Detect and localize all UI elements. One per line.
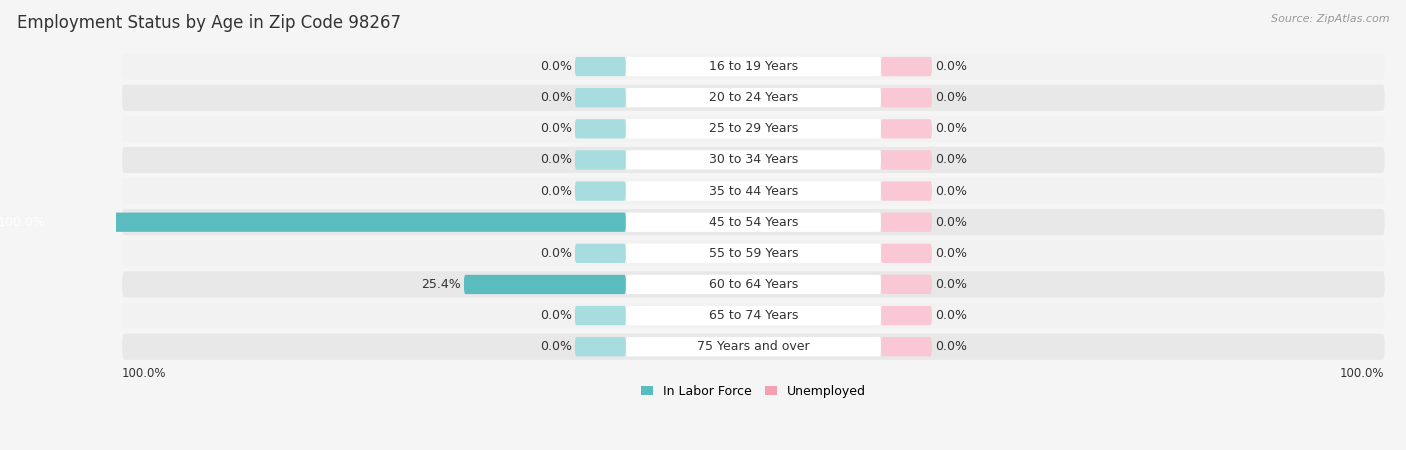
FancyBboxPatch shape: [626, 150, 882, 170]
FancyBboxPatch shape: [882, 57, 932, 76]
FancyBboxPatch shape: [575, 119, 626, 139]
Text: 100.0%: 100.0%: [122, 367, 167, 380]
Text: 0.0%: 0.0%: [935, 340, 967, 353]
Text: 0.0%: 0.0%: [540, 184, 572, 198]
FancyBboxPatch shape: [575, 306, 626, 325]
Text: 0.0%: 0.0%: [935, 216, 967, 229]
FancyBboxPatch shape: [626, 275, 882, 294]
FancyBboxPatch shape: [0, 212, 626, 232]
FancyBboxPatch shape: [575, 337, 626, 356]
Text: 75 Years and over: 75 Years and over: [697, 340, 810, 353]
FancyBboxPatch shape: [882, 150, 932, 170]
Text: 25.4%: 25.4%: [420, 278, 461, 291]
Text: 0.0%: 0.0%: [540, 309, 572, 322]
Text: 0.0%: 0.0%: [540, 153, 572, 166]
Text: 20 to 24 Years: 20 to 24 Years: [709, 91, 799, 104]
FancyBboxPatch shape: [626, 212, 882, 232]
FancyBboxPatch shape: [122, 209, 1385, 235]
Text: 100.0%: 100.0%: [0, 216, 46, 229]
Text: 0.0%: 0.0%: [935, 91, 967, 104]
FancyBboxPatch shape: [575, 181, 626, 201]
Text: 100.0%: 100.0%: [1340, 367, 1385, 380]
FancyBboxPatch shape: [882, 275, 932, 294]
FancyBboxPatch shape: [882, 306, 932, 325]
FancyBboxPatch shape: [626, 88, 882, 108]
Text: Source: ZipAtlas.com: Source: ZipAtlas.com: [1271, 14, 1389, 23]
Text: 0.0%: 0.0%: [540, 122, 572, 135]
Text: 0.0%: 0.0%: [935, 309, 967, 322]
FancyBboxPatch shape: [575, 57, 626, 76]
Text: 30 to 34 Years: 30 to 34 Years: [709, 153, 799, 166]
Text: 0.0%: 0.0%: [935, 278, 967, 291]
FancyBboxPatch shape: [626, 337, 882, 356]
FancyBboxPatch shape: [626, 181, 882, 201]
FancyBboxPatch shape: [626, 119, 882, 139]
Text: 0.0%: 0.0%: [935, 153, 967, 166]
Text: 0.0%: 0.0%: [935, 184, 967, 198]
FancyBboxPatch shape: [122, 85, 1385, 111]
Text: 16 to 19 Years: 16 to 19 Years: [709, 60, 799, 73]
FancyBboxPatch shape: [122, 271, 1385, 297]
Text: 25 to 29 Years: 25 to 29 Years: [709, 122, 799, 135]
Text: 35 to 44 Years: 35 to 44 Years: [709, 184, 799, 198]
FancyBboxPatch shape: [575, 150, 626, 170]
Text: 60 to 64 Years: 60 to 64 Years: [709, 278, 799, 291]
FancyBboxPatch shape: [122, 333, 1385, 360]
FancyBboxPatch shape: [882, 337, 932, 356]
FancyBboxPatch shape: [882, 181, 932, 201]
FancyBboxPatch shape: [882, 212, 932, 232]
FancyBboxPatch shape: [626, 306, 882, 325]
FancyBboxPatch shape: [575, 88, 626, 108]
Text: Employment Status by Age in Zip Code 98267: Employment Status by Age in Zip Code 982…: [17, 14, 401, 32]
Text: 0.0%: 0.0%: [935, 247, 967, 260]
Text: 0.0%: 0.0%: [540, 91, 572, 104]
FancyBboxPatch shape: [122, 302, 1385, 328]
Text: 0.0%: 0.0%: [935, 122, 967, 135]
FancyBboxPatch shape: [122, 178, 1385, 204]
Text: 0.0%: 0.0%: [935, 60, 967, 73]
FancyBboxPatch shape: [122, 240, 1385, 266]
FancyBboxPatch shape: [882, 244, 932, 263]
Text: 45 to 54 Years: 45 to 54 Years: [709, 216, 799, 229]
FancyBboxPatch shape: [882, 119, 932, 139]
FancyBboxPatch shape: [464, 275, 626, 294]
Text: 65 to 74 Years: 65 to 74 Years: [709, 309, 799, 322]
Text: 0.0%: 0.0%: [540, 60, 572, 73]
FancyBboxPatch shape: [122, 116, 1385, 142]
FancyBboxPatch shape: [122, 147, 1385, 173]
Text: 55 to 59 Years: 55 to 59 Years: [709, 247, 799, 260]
FancyBboxPatch shape: [575, 244, 626, 263]
FancyBboxPatch shape: [626, 57, 882, 76]
FancyBboxPatch shape: [122, 54, 1385, 80]
FancyBboxPatch shape: [882, 88, 932, 108]
Legend: In Labor Force, Unemployed: In Labor Force, Unemployed: [636, 380, 872, 403]
FancyBboxPatch shape: [626, 244, 882, 263]
Text: 0.0%: 0.0%: [540, 340, 572, 353]
Text: 0.0%: 0.0%: [540, 247, 572, 260]
